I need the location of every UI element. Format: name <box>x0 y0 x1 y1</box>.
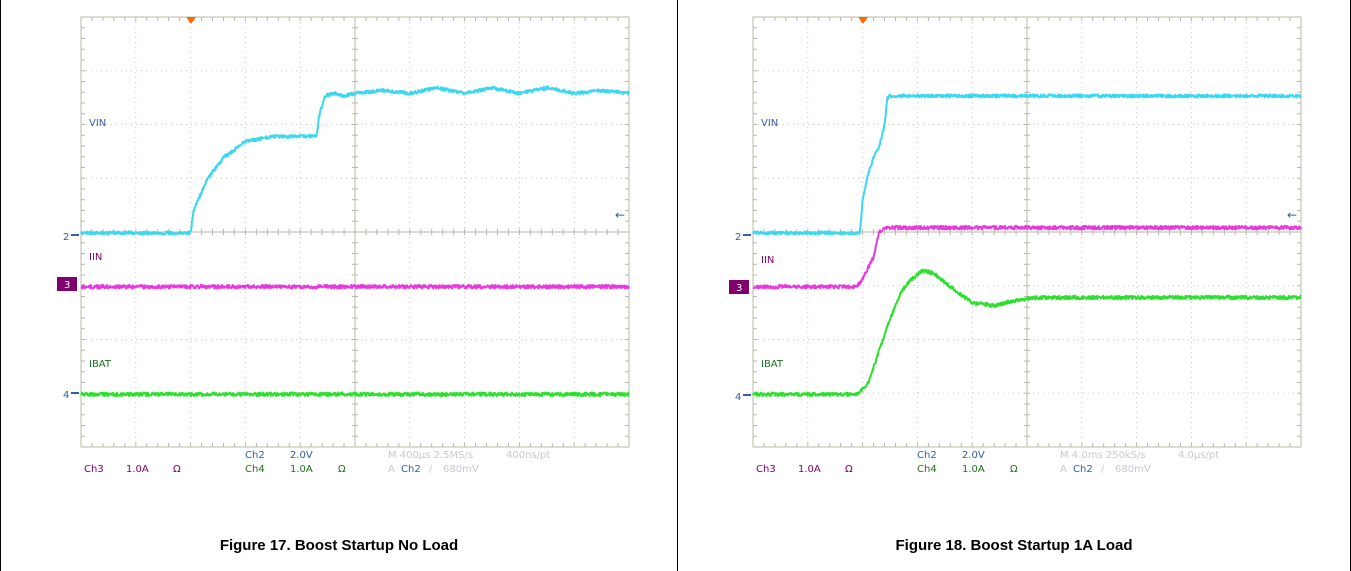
scope-readout: Ch2 2.0V Ch3 1.0A Ω Ch4 1.0A Ω M 4.0ms 2… <box>756 450 1219 475</box>
timebase-readout: M 4.0ms 250kS/s <box>1060 450 1146 461</box>
ch4-arrow-icon <box>743 394 751 396</box>
ch2-scale: 2.0V <box>290 450 313 461</box>
iin-label: IIN <box>89 252 102 263</box>
ch3-ground-marker: 3 <box>736 283 742 294</box>
vin-label: VIN <box>89 118 106 129</box>
timebase-readout: M 400µs 2.5MS/s <box>388 450 473 461</box>
ch2-scale: 2.0V <box>962 450 985 461</box>
figure-17-panel: 2 3 4 ← VIN IIN IBAT Ch2 2.0V Ch3 1.0A Ω… <box>0 0 678 571</box>
ch4-unit: Ω <box>1010 464 1018 475</box>
ch2-arrow-icon <box>71 234 79 236</box>
ch2-ground-marker: 2 <box>735 232 741 243</box>
ch4-ground-marker: 4 <box>63 390 69 401</box>
ch3-scale: 1.0A <box>126 464 149 475</box>
scope-figure-17: 2 3 4 ← VIN IIN IBAT Ch2 2.0V Ch3 1.0A Ω… <box>1 0 679 530</box>
ch3-unit: Ω <box>173 464 181 475</box>
trigger-level-arrow-icon: ← <box>1287 208 1297 222</box>
resolution-readout: 4.0µs/pt <box>1178 450 1219 461</box>
scope-figure-18: 2 3 4 ← VIN IIN IBAT Ch2 2.0V Ch3 1.0A Ω… <box>678 0 1351 530</box>
ch3-ground-marker: 3 <box>64 280 70 291</box>
ch4-readout-label: Ch4 <box>245 464 265 475</box>
ch3-scale: 1.0A <box>798 464 821 475</box>
trigger-level-arrow-icon: ← <box>615 208 625 222</box>
ch3-unit: Ω <box>845 464 853 475</box>
trigger-slope-icon: ∕ <box>429 464 433 475</box>
scope-readout: Ch2 2.0V Ch3 1.0A Ω Ch4 1.0A Ω M 400µs 2… <box>84 450 550 475</box>
trigger-level: 680mV <box>1115 464 1151 475</box>
ch2-readout-label: Ch2 <box>245 450 265 461</box>
trigger-prefix: A <box>1060 464 1067 475</box>
figure-18-panel: 2 3 4 ← VIN IIN IBAT Ch2 2.0V Ch3 1.0A Ω… <box>678 0 1351 571</box>
ch3-readout-label: Ch3 <box>84 464 104 475</box>
ibat-label: IBAT <box>89 359 112 370</box>
trigger-channel: Ch2 <box>1073 464 1093 475</box>
iin-label: IIN <box>761 255 774 266</box>
ch2-arrow-icon <box>743 234 751 236</box>
trigger-prefix: A <box>388 464 395 475</box>
ch4-arrow-icon <box>71 392 79 394</box>
ch4-scale: 1.0A <box>290 464 313 475</box>
ch4-ground-marker: 4 <box>735 392 741 403</box>
trigger-level: 680mV <box>443 464 479 475</box>
trigger-slope-icon: ∕ <box>1101 464 1105 475</box>
trigger-channel: Ch2 <box>401 464 421 475</box>
ch4-readout-label: Ch4 <box>917 464 937 475</box>
ch4-unit: Ω <box>338 464 346 475</box>
figure-caption: Figure 18. Boost Startup 1A Load <box>678 537 1350 554</box>
ch3-readout-label: Ch3 <box>756 464 776 475</box>
ibat-label: IBAT <box>761 359 784 370</box>
figure-caption: Figure 17. Boost Startup No Load <box>1 537 677 554</box>
vin-label: VIN <box>761 118 778 129</box>
ch2-ground-marker: 2 <box>63 232 69 243</box>
ch4-scale: 1.0A <box>962 464 985 475</box>
resolution-readout: 400ns/pt <box>506 450 550 461</box>
ch2-readout-label: Ch2 <box>917 450 937 461</box>
